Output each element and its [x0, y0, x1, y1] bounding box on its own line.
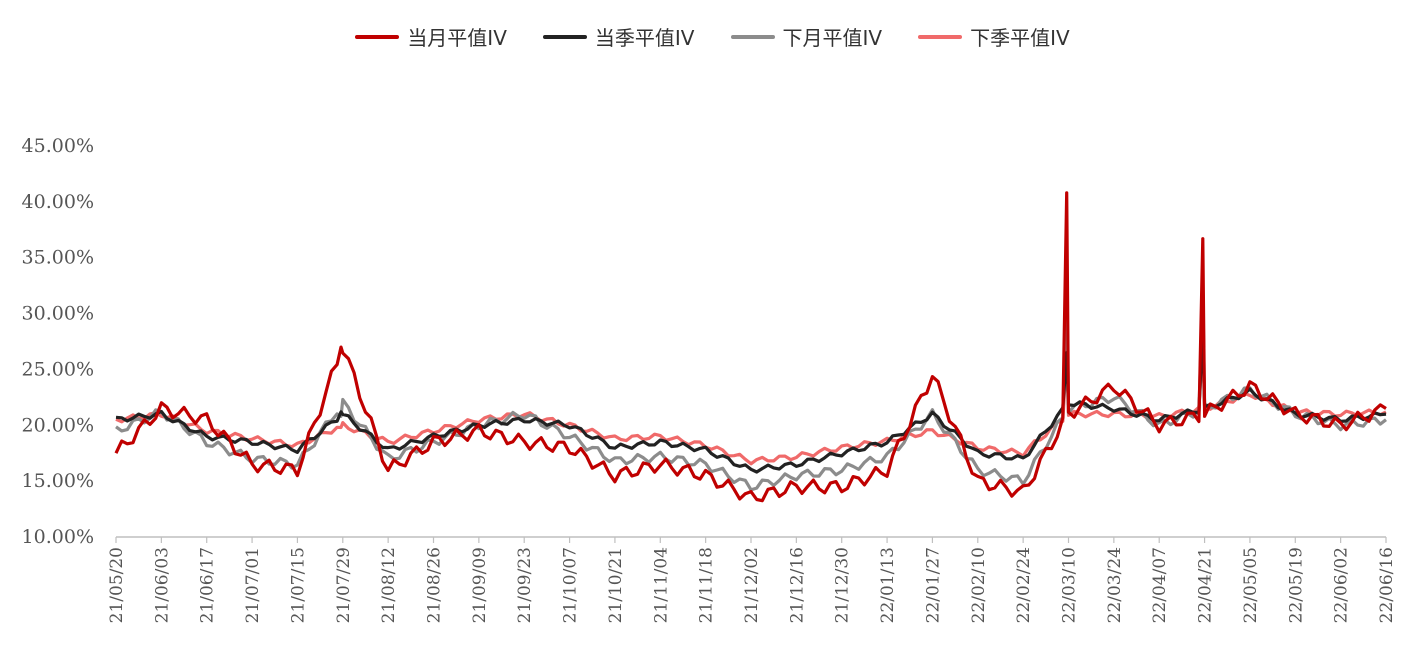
y-tick-label: 10.00%	[22, 526, 94, 548]
legend-label: 下月平值IV	[782, 26, 883, 50]
x-tick-label: 22/03/24	[1105, 547, 1125, 623]
legend-swatch	[355, 34, 400, 39]
x-tick-label: 21/07/01	[243, 547, 263, 623]
x-tick-label: 21/09/23	[515, 547, 535, 623]
chart-legend: 当月平值IV 当季平值IV 下月平值IV 下季平值IV	[0, 22, 1425, 51]
x-tick-label: 21/06/03	[152, 547, 172, 623]
legend-item: 下月平值IV	[730, 22, 883, 51]
x-tick-label: 22/03/10	[1060, 547, 1080, 623]
x-tick-label: 21/10/07	[561, 547, 581, 623]
x-tick-label: 22/04/07	[1150, 547, 1170, 623]
legend-item: 当季平值IV	[542, 22, 695, 51]
y-tick-label: 15.00%	[22, 470, 94, 492]
x-tick-label: 21/12/16	[787, 547, 807, 623]
legend-swatch	[542, 34, 587, 39]
y-tick-label: 30.00%	[22, 303, 94, 325]
x-tick-label: 21/09/09	[470, 547, 490, 623]
y-tick-label: 25.00%	[22, 358, 94, 380]
x-tick-label: 21/07/29	[334, 547, 354, 623]
x-tick-label: 21/06/17	[198, 547, 218, 623]
x-tick-label: 22/05/05	[1241, 547, 1261, 623]
x-tick-label: 21/05/20	[107, 547, 127, 623]
x-tick-label: 21/07/15	[288, 547, 308, 623]
legend-label: 当月平值IV	[407, 26, 507, 50]
x-tick-label: 21/12/30	[833, 547, 853, 623]
legend-item: 下季平值IV	[918, 22, 1070, 51]
y-tick-label: 40.00%	[22, 191, 94, 213]
y-tick-label: 20.00%	[22, 414, 94, 436]
legend-item: 当月平值IV	[355, 22, 507, 51]
series-line	[114, 191, 1387, 503]
series-line	[115, 272, 1387, 492]
legend-swatch	[730, 34, 775, 39]
x-tick-label: 21/08/12	[379, 547, 399, 623]
y-tick-label: 35.00%	[22, 247, 94, 269]
series-line	[115, 323, 1387, 474]
x-tick-label: 22/06/16	[1377, 547, 1397, 623]
x-tick-label: 21/11/18	[697, 547, 717, 623]
y-tick-label: 45.00%	[22, 135, 94, 157]
x-tick-label: 22/01/13	[878, 547, 898, 623]
x-tick-label: 21/10/21	[606, 547, 626, 623]
x-tick-label: 22/01/27	[923, 547, 943, 623]
x-tick-label: 22/02/24	[1014, 547, 1034, 623]
x-tick-label: 21/08/26	[425, 547, 445, 623]
series-line	[115, 345, 1387, 466]
x-tick-label: 22/06/02	[1332, 547, 1352, 623]
x-tick-label: 21/12/02	[742, 547, 762, 623]
x-tick-label: 22/04/21	[1196, 547, 1216, 623]
legend-label: 当季平值IV	[594, 26, 695, 50]
x-tick-label: 22/02/10	[969, 547, 989, 623]
x-tick-label: 21/11/04	[651, 547, 671, 623]
legend-swatch	[918, 34, 963, 39]
legend-label: 下季平值IV	[970, 26, 1070, 50]
x-tick-label: 22/05/19	[1286, 547, 1306, 623]
